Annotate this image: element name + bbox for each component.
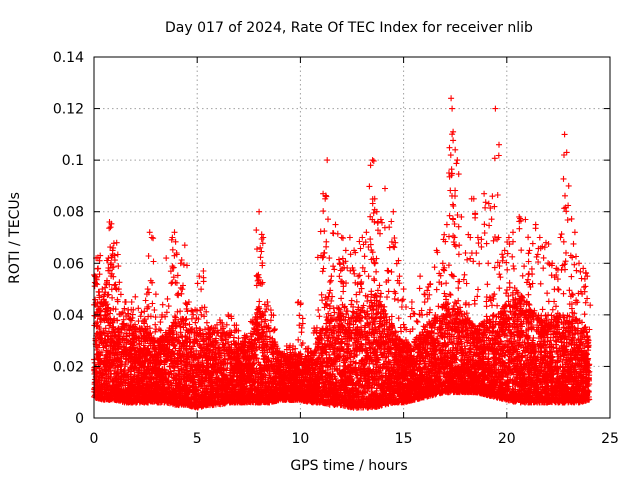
chart-title: Day 017 of 2024, Rate Of TEC Index for r… — [165, 20, 533, 36]
data-point — [483, 313, 490, 320]
data-point — [579, 319, 585, 326]
data-point — [177, 329, 184, 336]
data-point — [102, 325, 109, 332]
data-point — [366, 344, 373, 351]
data-point — [350, 309, 357, 316]
data-point — [504, 372, 511, 379]
data-point — [452, 299, 458, 306]
data-point — [432, 312, 439, 318]
data-point — [183, 342, 190, 349]
data-point — [454, 311, 461, 318]
data-points — [91, 95, 594, 411]
data-point — [258, 318, 265, 325]
